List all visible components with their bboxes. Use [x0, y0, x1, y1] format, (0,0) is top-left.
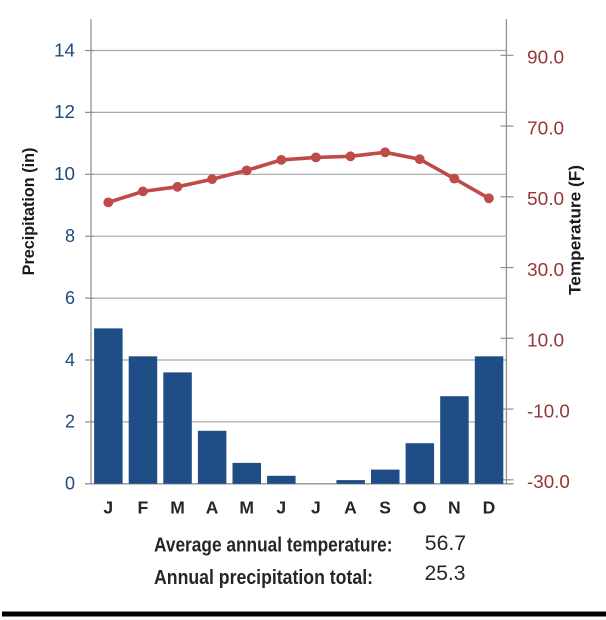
svg-text:6: 6	[65, 288, 75, 308]
svg-text:M: M	[170, 498, 185, 518]
svg-text:S: S	[379, 498, 391, 518]
svg-text:D: D	[483, 498, 496, 518]
svg-text:J: J	[276, 498, 286, 518]
svg-text:25.3: 25.3	[425, 562, 466, 585]
svg-text:10: 10	[54, 164, 75, 184]
svg-text:-30.0: -30.0	[527, 472, 570, 492]
svg-text:O: O	[413, 498, 427, 518]
svg-text:2: 2	[65, 412, 75, 432]
svg-text:A: A	[206, 498, 219, 518]
svg-text:Annual precipitation total:: Annual precipitation total:	[154, 567, 373, 589]
svg-text:-10.0: -10.0	[527, 401, 570, 421]
svg-text:70.0: 70.0	[527, 118, 564, 138]
svg-text:50.0: 50.0	[527, 189, 564, 209]
svg-text:90.0: 90.0	[527, 48, 564, 68]
svg-text:Precipitation (in): Precipitation (in)	[19, 148, 38, 276]
svg-text:M: M	[239, 498, 254, 518]
svg-text:8: 8	[65, 226, 75, 246]
svg-text:Average annual temperature:: Average annual temperature:	[154, 535, 393, 557]
svg-text:10.0: 10.0	[527, 331, 564, 351]
svg-text:N: N	[448, 498, 461, 518]
svg-text:56.7: 56.7	[425, 532, 466, 555]
svg-text:30.0: 30.0	[527, 260, 564, 280]
svg-text:4: 4	[65, 350, 75, 370]
svg-text:J: J	[311, 498, 321, 518]
svg-text:12: 12	[54, 102, 75, 122]
svg-text:0: 0	[65, 474, 75, 494]
svg-text:Temperature (F): Temperature (F)	[566, 165, 585, 295]
svg-text:14: 14	[54, 40, 75, 60]
svg-text:A: A	[344, 498, 357, 518]
svg-text:F: F	[138, 498, 149, 518]
svg-text:J: J	[103, 498, 113, 518]
